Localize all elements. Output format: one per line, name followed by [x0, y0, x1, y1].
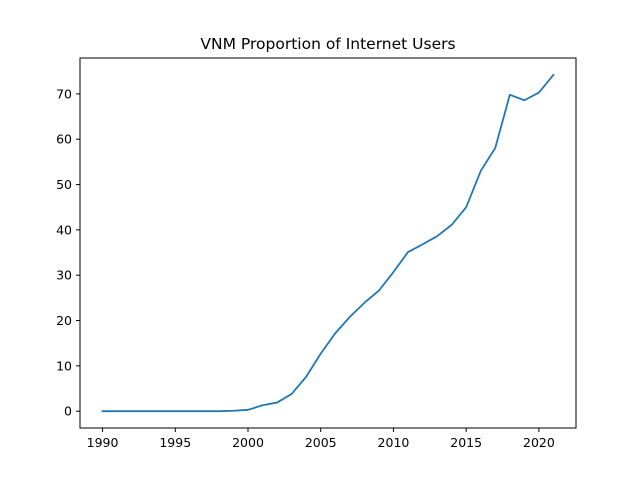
chart-title: VNM Proportion of Internet Users [200, 35, 455, 53]
x-tick-label: 1995 [159, 435, 191, 450]
y-tick-label: 0 [64, 404, 72, 419]
y-tick-label: 40 [56, 222, 72, 237]
y-tick-label: 70 [56, 86, 72, 101]
y-tick-label: 10 [56, 358, 72, 373]
plot-frame [79, 57, 577, 429]
series-layer [101, 73, 555, 413]
x-tick-label: 2010 [378, 435, 410, 450]
series-line [101, 73, 555, 413]
x-tick-label: 2000 [232, 435, 264, 450]
y-tick-label: 50 [56, 177, 72, 192]
y-tick-label: 20 [56, 313, 72, 328]
x-tick-label: 1990 [87, 435, 119, 450]
x-tick-label: 2015 [450, 435, 482, 450]
y-axis-ticks: 0 10 20 30 40 50 60 70 [56, 86, 80, 419]
x-tick-label: 2020 [523, 435, 555, 450]
x-tick-label: 2005 [305, 435, 337, 450]
y-tick-label: 30 [56, 268, 72, 283]
x-axis-ticks: 1990 1995 2000 2005 2010 2015 2020 [87, 428, 555, 450]
y-tick-label: 60 [56, 132, 72, 147]
